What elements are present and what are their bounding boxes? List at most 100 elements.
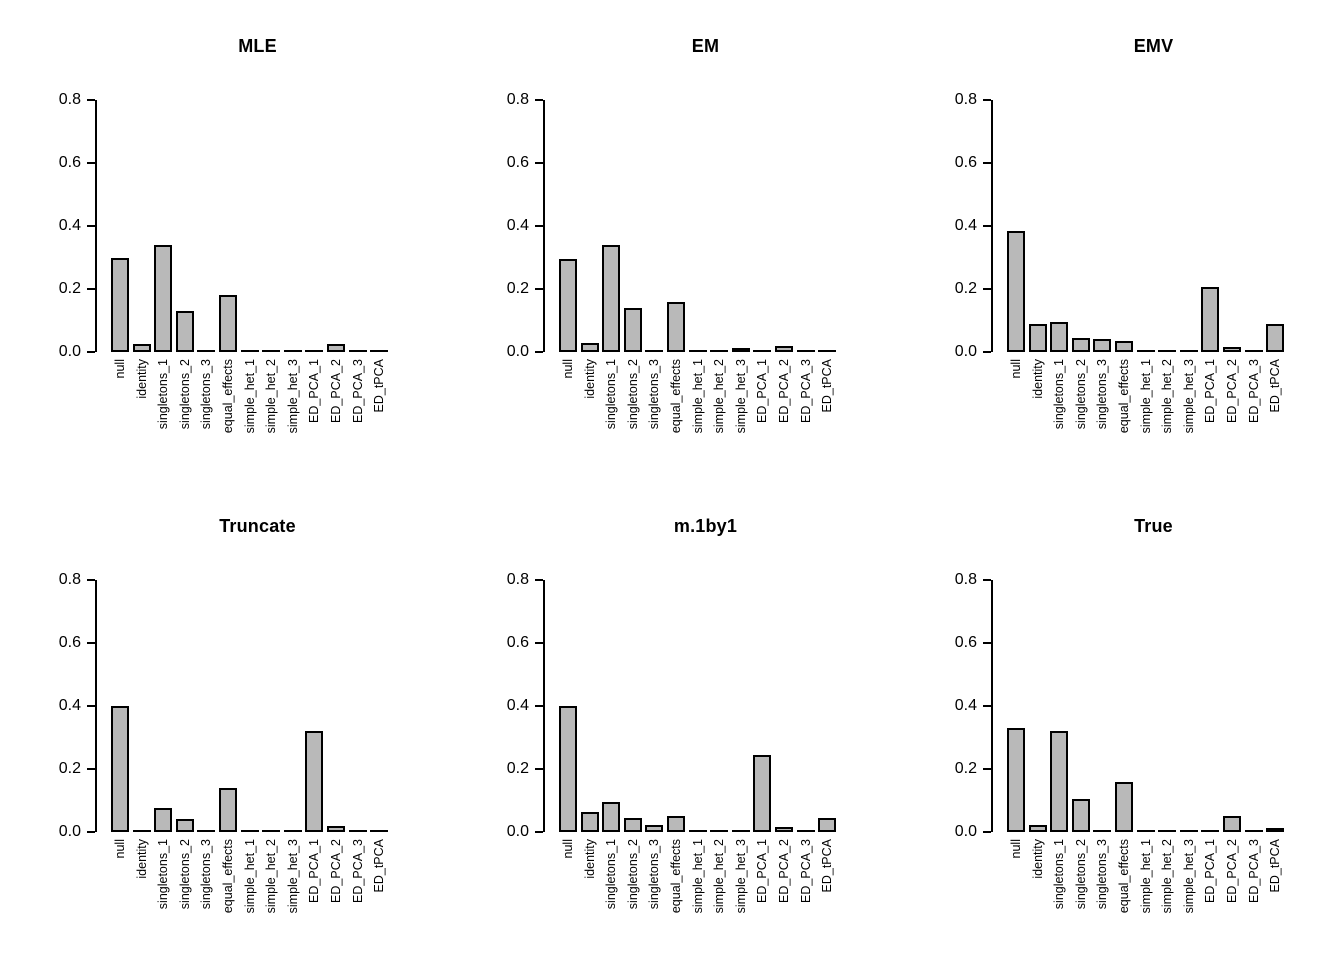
bar-singletons_3 — [1093, 829, 1112, 832]
y-axis-tick-label: 0.0 — [954, 343, 977, 360]
x-axis-label-simple_het_2: simple_het_2 — [1160, 839, 1175, 914]
x-axis-label-ED_PCA_1: ED_PCA_1 — [307, 359, 322, 423]
bar-ED_PCA_2 — [774, 346, 793, 352]
panel-emv: EMV 0.0 0.2 0.4 0.6 0.8 null identity singleton… — [896, 0, 1344, 480]
bar-null — [1007, 728, 1025, 832]
y-axis-tick — [87, 162, 95, 164]
bar-simple_het_1 — [240, 829, 259, 832]
bar-column-ED_PCA_3: ED_PCA_3 — [796, 580, 815, 903]
bar-ED_PCA_3 — [1244, 829, 1263, 832]
x-axis-label-singletons_2: singletons_2 — [177, 839, 192, 910]
panel-truncate: Truncate 0.0 0.2 0.4 0.6 0.8 null identity sing… — [0, 480, 448, 960]
y-axis-tick-label: 0.4 — [58, 217, 81, 234]
bar-column-null: null — [111, 100, 129, 378]
bar-singletons_3 — [1093, 339, 1112, 352]
bar-identity — [580, 342, 599, 352]
bar-identity — [580, 811, 599, 832]
bar-ED_PCA_3 — [796, 349, 815, 352]
y-axis-tick-label: 0.0 — [58, 343, 81, 360]
bar-column-singletons_1: singletons_1 — [602, 580, 621, 909]
bar-ED_tPCA — [1266, 323, 1285, 352]
bar-column-simple_het_2: simple_het_2 — [1158, 100, 1177, 433]
bar-ED_PCA_2 — [774, 827, 793, 832]
y-axis-tick — [87, 768, 95, 770]
panel-title: Truncate — [219, 516, 296, 536]
x-axis-label-singletons_2: singletons_2 — [1073, 839, 1088, 910]
plot-area: 0.0 0.2 0.4 0.6 0.8 null identity singletons_1 s… — [955, 572, 1318, 913]
y-axis-tick — [87, 288, 95, 290]
x-axis-label-singletons_3: singletons_3 — [199, 359, 214, 430]
y-axis-tick-label: 0.0 — [506, 823, 529, 840]
bar-column-simple_het_2: simple_het_2 — [1158, 580, 1177, 913]
bar-simple_het_2 — [262, 349, 281, 352]
panel-title: MLE — [238, 36, 277, 56]
y-axis-tick-label: 0.2 — [58, 280, 81, 297]
y-axis-tick — [87, 705, 95, 707]
y-axis-tick — [535, 351, 543, 353]
bar-singletons_1 — [154, 808, 173, 832]
x-axis-label-singletons_1: singletons_1 — [604, 359, 619, 430]
bar-equal_effects — [666, 301, 685, 352]
bar-column-ED_PCA_2: ED_PCA_2 — [774, 580, 793, 903]
y-axis-tick-label: 0.6 — [954, 154, 977, 171]
y-axis-tick — [983, 162, 991, 164]
bars-container: null identity singletons_1 singletons_2 sing… — [99, 580, 422, 913]
x-axis-label-null: null — [561, 839, 575, 859]
x-axis-label-simple_het_2: simple_het_2 — [712, 359, 727, 434]
y-axis-tick-label: 0.0 — [954, 823, 977, 840]
bar-simple_het_2 — [710, 829, 729, 832]
bar-null — [111, 706, 129, 832]
x-axis-label-ED_PCA_2: ED_PCA_2 — [776, 359, 791, 423]
y-axis-tick-label: 0.8 — [954, 91, 977, 108]
y-axis-tick — [535, 288, 543, 290]
bar-column-ED_tPCA: ED_tPCA — [818, 100, 837, 413]
y-axis-tick-label: 0.8 — [954, 571, 977, 588]
bar-column-singletons_1: singletons_1 — [154, 580, 173, 909]
bar-ED_PCA_3 — [348, 349, 367, 352]
x-axis-label-simple_het_2: simple_het_2 — [1160, 359, 1175, 434]
bar-ED_tPCA — [370, 349, 389, 352]
bar-singletons_2 — [175, 819, 194, 832]
bar-simple_het_2 — [1158, 349, 1177, 352]
y-axis-tick — [87, 642, 95, 644]
bar-column-identity: identity — [1028, 580, 1047, 879]
panel-title: True — [1134, 516, 1173, 536]
bar-singletons_1 — [154, 244, 173, 352]
x-axis-label-null: null — [1009, 839, 1023, 859]
bar-column-simple_het_2: simple_het_2 — [262, 100, 281, 433]
x-axis-label-equal_effects: equal_effects — [220, 839, 235, 914]
x-axis-label-ED_PCA_2: ED_PCA_2 — [1224, 359, 1239, 423]
bar-column-singletons_1: singletons_1 — [1050, 100, 1069, 429]
x-axis-label-identity: identity — [134, 839, 149, 879]
x-axis-label-null: null — [113, 839, 127, 859]
bar-ED_PCA_2 — [326, 825, 345, 832]
y-axis-tick — [535, 162, 543, 164]
y-axis-tick — [983, 288, 991, 290]
bars-container: null identity singletons_1 singletons_2 sing… — [995, 580, 1318, 913]
bar-column-null: null — [111, 580, 129, 858]
bar-column-singletons_3: singletons_3 — [197, 580, 216, 909]
bar-column-simple_het_3: simple_het_3 — [731, 580, 750, 913]
x-axis-label-ED_PCA_3: ED_PCA_3 — [350, 359, 365, 423]
panel-mle: MLE 0.0 0.2 0.4 0.6 0.8 null identity singleton… — [0, 0, 448, 480]
y-axis-tick-label: 0.2 — [506, 760, 529, 777]
y-axis-tick — [535, 225, 543, 227]
x-axis-label-singletons_2: singletons_2 — [177, 359, 192, 430]
bar-ED_PCA_3 — [348, 829, 367, 832]
bar-simple_het_2 — [262, 829, 281, 832]
bar-ED_PCA_2 — [1222, 347, 1241, 352]
bar-singletons_1 — [1050, 322, 1069, 352]
bar-ED_PCA_1 — [753, 349, 772, 352]
bar-column-ED_PCA_2: ED_PCA_2 — [326, 100, 345, 423]
bar-column-singletons_1: singletons_1 — [154, 100, 173, 429]
bar-column-equal_effects: equal_effects — [218, 580, 237, 913]
bar-ED_PCA_1 — [1201, 829, 1220, 832]
bar-singletons_2 — [1071, 798, 1090, 832]
bar-null — [559, 259, 577, 352]
x-axis-label-simple_het_2: simple_het_2 — [264, 359, 279, 434]
y-axis-tick — [983, 768, 991, 770]
bar-column-ED_PCA_2: ED_PCA_2 — [326, 580, 345, 903]
bar-null — [1007, 230, 1025, 352]
bar-equal_effects — [1114, 781, 1133, 832]
